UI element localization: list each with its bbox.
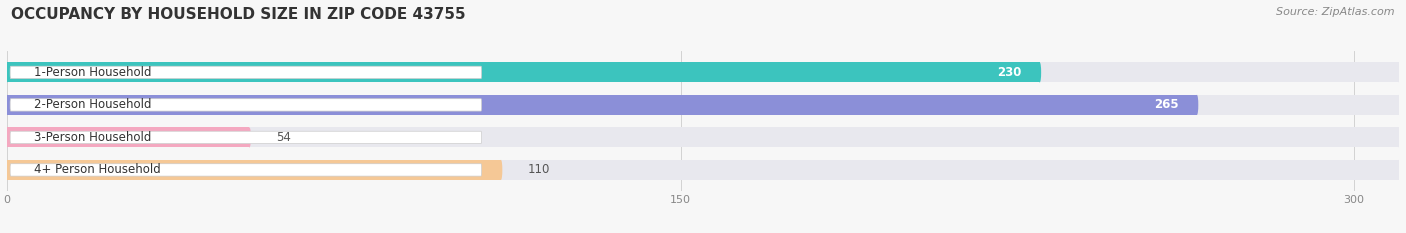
Bar (7, 127, 249, 147)
Text: Source: ZipAtlas.com: Source: ZipAtlas.com (1277, 7, 1395, 17)
FancyBboxPatch shape (10, 99, 482, 111)
Circle shape (1398, 127, 1400, 147)
Circle shape (6, 62, 8, 82)
Bar (7, 95, 1399, 115)
Bar (7, 160, 1399, 180)
Text: 110: 110 (527, 163, 550, 176)
Text: 230: 230 (997, 66, 1022, 79)
Circle shape (1195, 95, 1198, 115)
Circle shape (6, 95, 8, 115)
Bar (7, 95, 1197, 115)
Bar (7, 127, 1399, 147)
Circle shape (6, 127, 8, 147)
Text: OCCUPANCY BY HOUSEHOLD SIZE IN ZIP CODE 43755: OCCUPANCY BY HOUSEHOLD SIZE IN ZIP CODE … (11, 7, 465, 22)
Circle shape (6, 160, 8, 180)
Bar (7, 160, 501, 180)
Text: 2-Person Household: 2-Person Household (34, 98, 152, 111)
Text: 3-Person Household: 3-Person Household (34, 131, 152, 144)
Circle shape (1039, 62, 1042, 82)
Text: 1-Person Household: 1-Person Household (34, 66, 152, 79)
Circle shape (1398, 62, 1400, 82)
FancyBboxPatch shape (10, 131, 482, 144)
Circle shape (499, 160, 502, 180)
Circle shape (1398, 160, 1400, 180)
Circle shape (6, 95, 8, 115)
FancyBboxPatch shape (10, 66, 482, 79)
Circle shape (6, 127, 8, 147)
Text: 4+ Person Household: 4+ Person Household (34, 163, 160, 176)
Text: 54: 54 (277, 131, 291, 144)
Circle shape (6, 160, 8, 180)
Circle shape (247, 127, 250, 147)
Bar (7, 62, 1040, 82)
Circle shape (1398, 95, 1400, 115)
Text: 265: 265 (1154, 98, 1180, 111)
FancyBboxPatch shape (10, 164, 482, 176)
Circle shape (6, 62, 8, 82)
Bar (7, 62, 1399, 82)
